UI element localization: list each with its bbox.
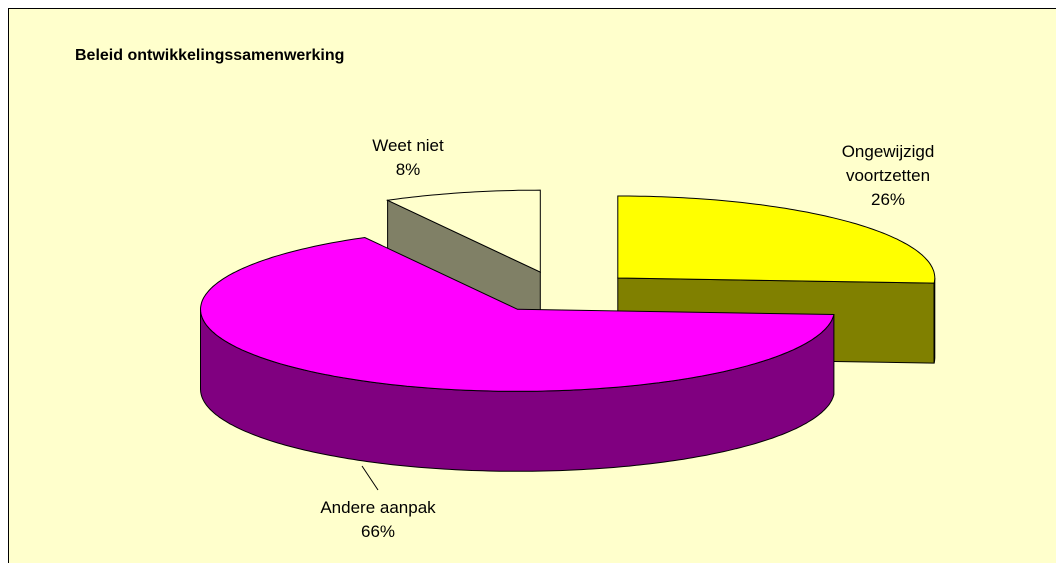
category-label: Ongewijzigd voortzetten	[841, 142, 935, 185]
slice-label: Andere aanpak 66%	[278, 496, 478, 544]
value-label: 8%	[395, 160, 421, 179]
slice-label: Ongewijzigd voortzetten 26%	[813, 140, 963, 212]
chart-title: Beleid ontwikkelingssamenwerking	[75, 47, 345, 64]
slice	[385, 189, 541, 273]
slice-label: Weet niet 8%	[333, 134, 483, 182]
category-label: Weet niet	[372, 136, 444, 155]
leader-line	[361, 465, 379, 491]
value-label: 26%	[870, 190, 906, 209]
slice	[617, 195, 936, 284]
slice-side	[933, 277, 936, 364]
category-label: Andere aanpak	[320, 498, 436, 517]
slice	[199, 236, 835, 392]
value-label: 66%	[360, 522, 396, 541]
